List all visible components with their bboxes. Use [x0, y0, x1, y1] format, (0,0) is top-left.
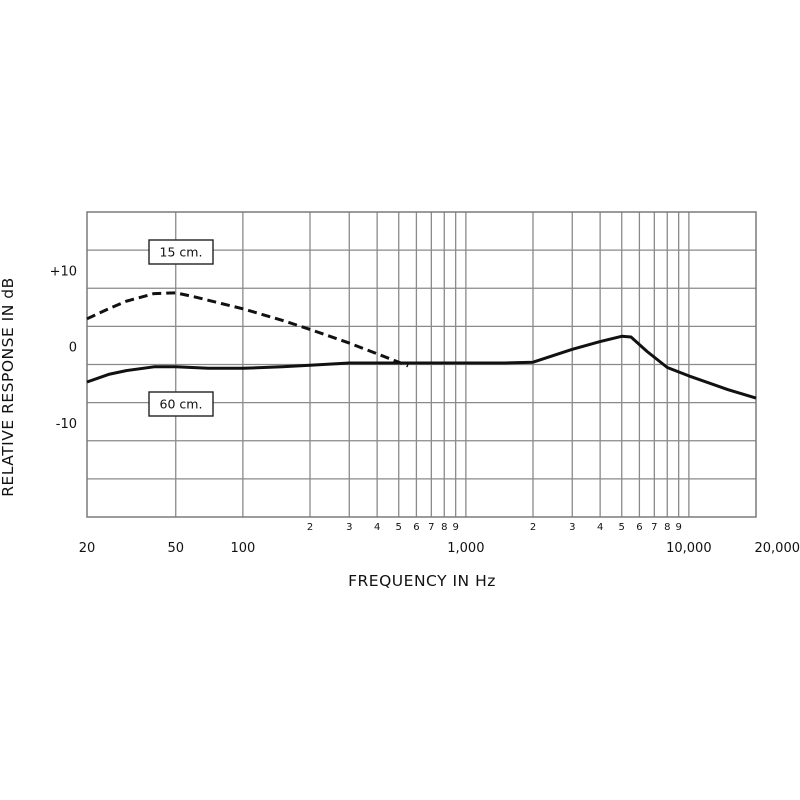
- x-minor-tick-label: 7: [651, 522, 657, 533]
- x-minor-tick-label: 8: [441, 522, 447, 533]
- y-tick-label: 0: [69, 341, 77, 356]
- x-minor-tick-label: 5: [619, 522, 625, 533]
- y-axis-title: RELATIVE RESPONSE IN dB: [0, 277, 17, 497]
- x-minor-tick-label: 2: [530, 522, 536, 533]
- series-label-box: [148, 239, 214, 265]
- x-tick-label: 100: [230, 541, 255, 556]
- series-line-1: [86, 291, 409, 368]
- x-tick-label: 20,000: [755, 541, 800, 556]
- x-minor-tick-label: 5: [396, 522, 402, 533]
- y-tick-label: -10: [56, 417, 77, 432]
- y-axis-tick-labels: +10 0 -10: [50, 264, 77, 432]
- x-minor-tick-label: 3: [346, 522, 352, 533]
- series-line-2: [86, 334, 757, 400]
- x-axis-title: FREQUENCY IN Hz: [348, 572, 496, 590]
- x-tick-label: 50: [167, 541, 184, 556]
- series-label: 60 cm.: [160, 397, 203, 412]
- x-minor-tick-label: 4: [597, 522, 603, 533]
- x-minor-tick-label: 3: [569, 522, 575, 533]
- x-minor-tick-label: 4: [374, 522, 380, 533]
- x-minor-tick-label: 9: [452, 522, 458, 533]
- x-tick-label: 20: [79, 541, 96, 556]
- x-minor-tick-label: 7: [428, 522, 434, 533]
- grid: [87, 212, 756, 517]
- x-minor-tick-label: 6: [413, 522, 419, 533]
- x-tick-label: 1,000: [447, 541, 484, 556]
- series-label-box: [148, 391, 214, 417]
- series-label: 15 cm.: [160, 245, 203, 260]
- plot-frame: [86, 211, 757, 518]
- x-minor-tick-label: 8: [664, 522, 670, 533]
- x-axis-tick-labels: 20 50 100 1,000 10,000 20,000: [79, 541, 800, 556]
- series-layer: [86, 291, 757, 400]
- x-minor-tick-label: 6: [636, 522, 642, 533]
- legend-layer: 15 cm. 60 cm.: [148, 239, 214, 417]
- y-tick-label: +10: [50, 264, 77, 279]
- x-minor-tick-label: 9: [675, 522, 681, 533]
- x-tick-label: 10,000: [666, 541, 712, 556]
- x-minor-tick-label: 2: [307, 522, 313, 533]
